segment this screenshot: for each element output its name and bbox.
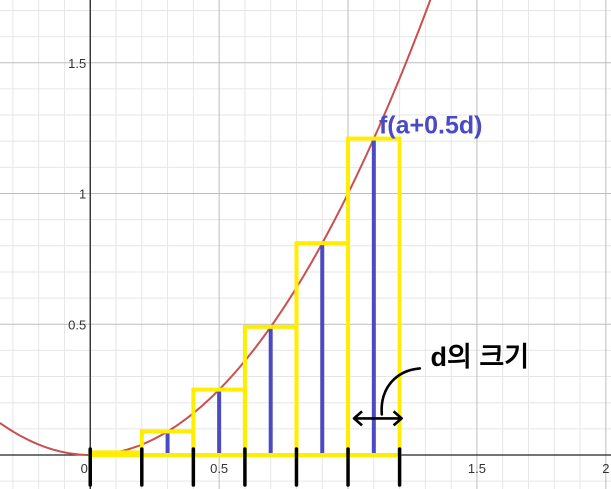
- partition-marks: [88, 447, 402, 487]
- width-label: d의 크기: [431, 342, 530, 372]
- riemann-rectangle: [346, 136, 402, 458]
- y-tick-labels: 0.5 1 1.5: [68, 56, 86, 332]
- y-tick-label: 0.5: [68, 317, 86, 332]
- width-arrow-head-right: [392, 410, 403, 427]
- riemann-rectangle: [88, 450, 144, 458]
- x-tick-label: 1.5: [468, 461, 486, 476]
- x-tick-label: 0: [81, 461, 88, 476]
- x-tick-label: 2: [602, 461, 609, 476]
- x-tick-label: 0.5: [210, 461, 228, 476]
- riemann-rectangles: [88, 136, 402, 458]
- sample-lines: [165, 138, 376, 456]
- y-tick-label: 1.5: [68, 56, 86, 71]
- width-arrow-head-left: [352, 410, 363, 427]
- pointer-curve: [380, 367, 422, 416]
- width-arrow: [352, 410, 403, 427]
- x-tick-labels: 0 0.5 1.5 2: [81, 461, 610, 476]
- function-label: f(a+0.5d): [379, 111, 483, 139]
- y-tick-label: 1: [79, 187, 86, 202]
